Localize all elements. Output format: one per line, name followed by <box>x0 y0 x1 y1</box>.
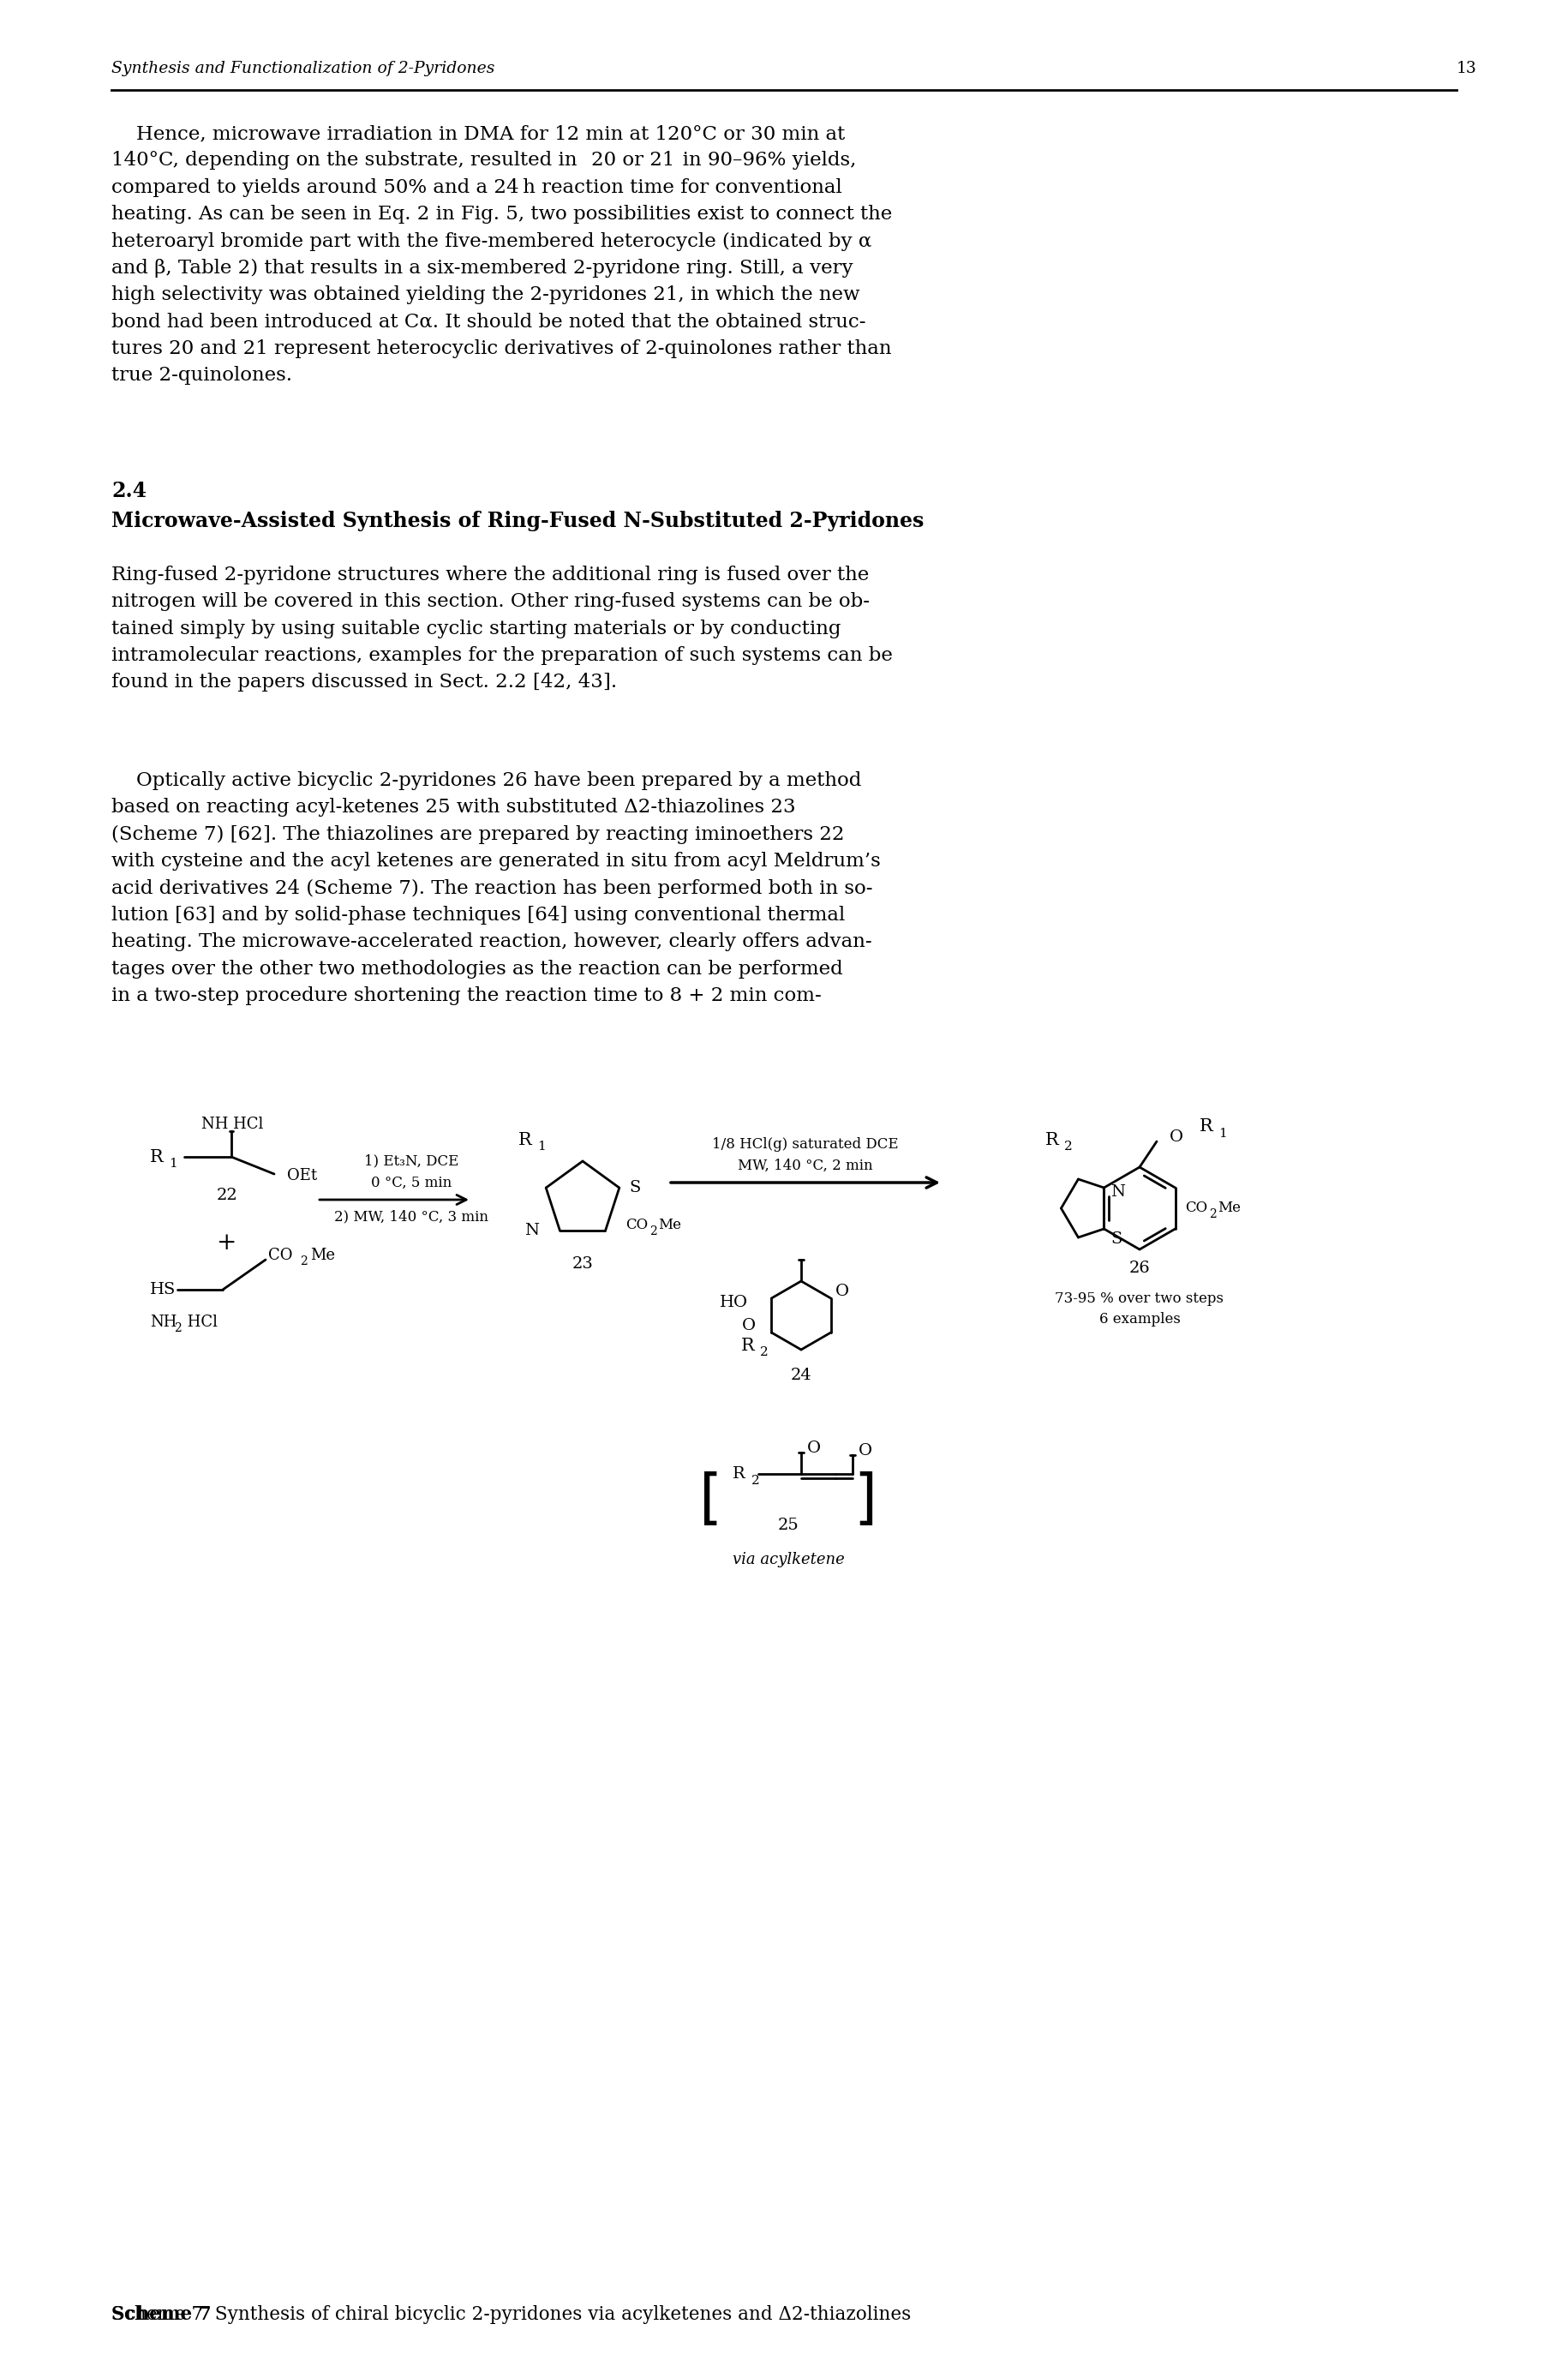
Text: 2.4: 2.4 <box>111 480 146 502</box>
Text: CO: CO <box>1184 1201 1207 1215</box>
Text: Me: Me <box>310 1248 336 1263</box>
Text: 73-95 % over two steps: 73-95 % over two steps <box>1055 1291 1223 1306</box>
Text: R: R <box>740 1336 754 1353</box>
Text: Me: Me <box>657 1218 681 1232</box>
Text: S: S <box>629 1179 641 1196</box>
Text: 2: 2 <box>751 1474 759 1486</box>
Text: 24: 24 <box>790 1367 811 1384</box>
Text: R: R <box>517 1132 532 1149</box>
Text: 1: 1 <box>169 1158 177 1170</box>
Text: 2: 2 <box>1209 1208 1215 1220</box>
Text: 25: 25 <box>778 1517 798 1534</box>
Text: Scheme 7  Synthesis of chiral bicyclic 2-pyridones via acylketenes and Δ2-thiazo: Scheme 7 Synthesis of chiral bicyclic 2-… <box>111 2304 911 2323</box>
Text: R: R <box>1044 1132 1058 1149</box>
Text: S: S <box>1110 1232 1121 1246</box>
Text: R: R <box>1200 1118 1212 1134</box>
Text: Ring-fused 2-pyridone structures where the additional ring is fused over the
nit: Ring-fused 2-pyridone structures where t… <box>111 566 892 692</box>
Text: MW, 140 °C, 2 min: MW, 140 °C, 2 min <box>737 1158 872 1172</box>
Text: O: O <box>806 1441 820 1455</box>
Text: NH HCl: NH HCl <box>201 1118 263 1132</box>
Text: 6 examples: 6 examples <box>1098 1313 1179 1327</box>
Text: HCl: HCl <box>182 1315 218 1329</box>
Text: via acylketene: via acylketene <box>732 1553 844 1567</box>
Text: 2: 2 <box>759 1346 768 1358</box>
Text: 1: 1 <box>1218 1127 1226 1139</box>
Text: ]: ] <box>853 1472 877 1529</box>
Text: 0 °C, 5 min: 0 °C, 5 min <box>370 1175 452 1189</box>
Text: R: R <box>151 1149 163 1165</box>
Text: 2: 2 <box>299 1256 307 1267</box>
Text: R: R <box>732 1467 745 1481</box>
Text: HS: HS <box>151 1282 176 1298</box>
Text: Synthesis and Functionalization of 2-Pyridones: Synthesis and Functionalization of 2-Pyr… <box>111 62 494 76</box>
Text: 2) MW, 140 °C, 3 min: 2) MW, 140 °C, 3 min <box>334 1210 488 1225</box>
Text: 2: 2 <box>1063 1141 1073 1153</box>
Text: O: O <box>858 1443 872 1458</box>
Text: 1/8 HCl(g) saturated DCE: 1/8 HCl(g) saturated DCE <box>712 1137 898 1151</box>
Text: Me: Me <box>1217 1201 1240 1215</box>
Text: Microwave-Assisted Synthesis of Ring-Fused N-Substituted 2-Pyridones: Microwave-Assisted Synthesis of Ring-Fus… <box>111 511 924 530</box>
Text: NH: NH <box>151 1315 177 1329</box>
Text: N: N <box>1110 1184 1124 1201</box>
Text: 2: 2 <box>649 1225 657 1237</box>
Text: 22: 22 <box>216 1187 237 1203</box>
Text: Hence, microwave irradiation in DMA for 12 min at 120°C or 30 min at
140°C, depe: Hence, microwave irradiation in DMA for … <box>111 124 892 385</box>
Text: 13: 13 <box>1455 62 1475 76</box>
Text: N: N <box>524 1222 538 1239</box>
Text: 1) Et₃N, DCE: 1) Et₃N, DCE <box>364 1153 458 1168</box>
Text: 26: 26 <box>1129 1260 1149 1277</box>
Text: [: [ <box>699 1472 723 1529</box>
Text: Scheme 7: Scheme 7 <box>111 2304 212 2323</box>
Text: 1: 1 <box>536 1141 546 1153</box>
Text: CO: CO <box>626 1218 648 1232</box>
Text: O: O <box>834 1284 848 1298</box>
Text: 23: 23 <box>572 1256 593 1272</box>
Text: Optically active bicyclic 2-pyridones 26 have been prepared by a method
based on: Optically active bicyclic 2-pyridones 26… <box>111 770 880 1006</box>
Text: OEt: OEt <box>287 1168 317 1184</box>
Text: O: O <box>1168 1130 1182 1144</box>
Text: 2: 2 <box>174 1322 182 1334</box>
Text: HO: HO <box>720 1296 748 1310</box>
Text: CO: CO <box>268 1248 293 1263</box>
Text: +: + <box>216 1232 237 1253</box>
Text: O: O <box>742 1317 756 1334</box>
